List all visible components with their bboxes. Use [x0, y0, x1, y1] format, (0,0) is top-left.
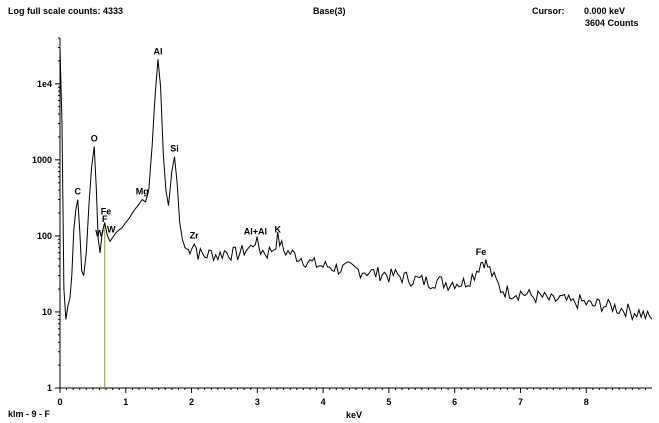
x-tick-label: 0: [57, 397, 62, 407]
x-axis-title: keV: [346, 410, 363, 420]
log-full-scale-label: Log full scale counts: 4333: [8, 6, 124, 16]
y-tick-label: 1: [47, 383, 52, 393]
cursor-label: Cursor:: [532, 6, 565, 16]
peak-label-mg: Mg: [136, 187, 149, 197]
x-tick-label: 2: [189, 397, 194, 407]
cursor-counts-readout: 3604 Counts: [585, 18, 639, 28]
spectrum-name: Base(3): [313, 6, 346, 16]
spectrum-line: [59, 47, 653, 322]
peak-label-si: Si: [170, 144, 179, 154]
x-tick-label: 7: [518, 397, 523, 407]
peak-label-zr: Zr: [190, 230, 199, 240]
peak-label-c: C: [75, 187, 82, 197]
y-tick-label: 1000: [32, 155, 52, 165]
x-tick-label: 3: [255, 397, 260, 407]
y-tick-label: 10: [42, 307, 52, 317]
x-tick-label: 1: [123, 397, 128, 407]
x-tick-label: 4: [321, 397, 326, 407]
sample-name: klm - 9 - F: [8, 409, 51, 419]
peak-label-w: W: [107, 225, 116, 235]
x-tick-label: 5: [386, 397, 391, 407]
peak-label-fe: Fe: [476, 247, 487, 257]
peak-label-fe: Fe: [101, 206, 112, 216]
peak-label-k: K: [274, 225, 281, 235]
peak-label-f: F: [102, 214, 108, 224]
peak-label-al: Al: [154, 46, 163, 56]
y-tick-label: 1e4: [37, 79, 52, 89]
cursor-kev-readout: 0.000 keV: [584, 6, 626, 16]
x-tick-label: 8: [584, 397, 589, 407]
x-tick-label: 6: [452, 397, 457, 407]
peak-label-al-al: Al+Al: [244, 226, 267, 236]
peak-label-o: O: [91, 133, 98, 143]
series-layer: [59, 47, 653, 322]
peak-label-w: W: [95, 228, 104, 238]
y-tick-label: 100: [37, 231, 52, 241]
